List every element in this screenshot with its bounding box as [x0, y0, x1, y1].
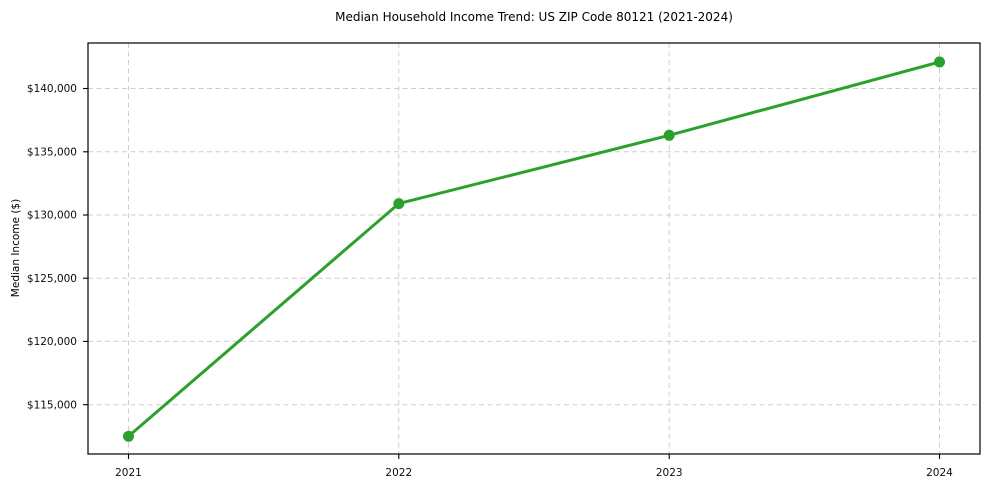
- plot-frame: [87, 42, 981, 455]
- data-point-marker: [393, 198, 405, 210]
- y-tick-label: $135,000: [27, 147, 77, 159]
- y-tick-label: $120,000: [27, 336, 77, 348]
- y-tick-label: $115,000: [27, 399, 77, 411]
- y-tick-label: $130,000: [27, 210, 77, 222]
- x-tick-label: 2024: [926, 467, 953, 479]
- data-point-marker: [123, 430, 134, 442]
- y-tick-label: $140,000: [27, 83, 77, 95]
- y-axis-label: Median Income ($): [10, 199, 22, 297]
- chart-title: Median Household Income Trend: US ZIP Co…: [335, 10, 733, 24]
- data-point-marker: [663, 129, 675, 141]
- x-tick-label: 2022: [385, 467, 412, 479]
- income-trend-line: [127, 60, 941, 438]
- y-tick-label: $125,000: [27, 273, 77, 285]
- x-tick-label: 2023: [656, 467, 683, 479]
- x-tick-label: 2021: [115, 467, 142, 479]
- data-point-marker: [934, 56, 945, 68]
